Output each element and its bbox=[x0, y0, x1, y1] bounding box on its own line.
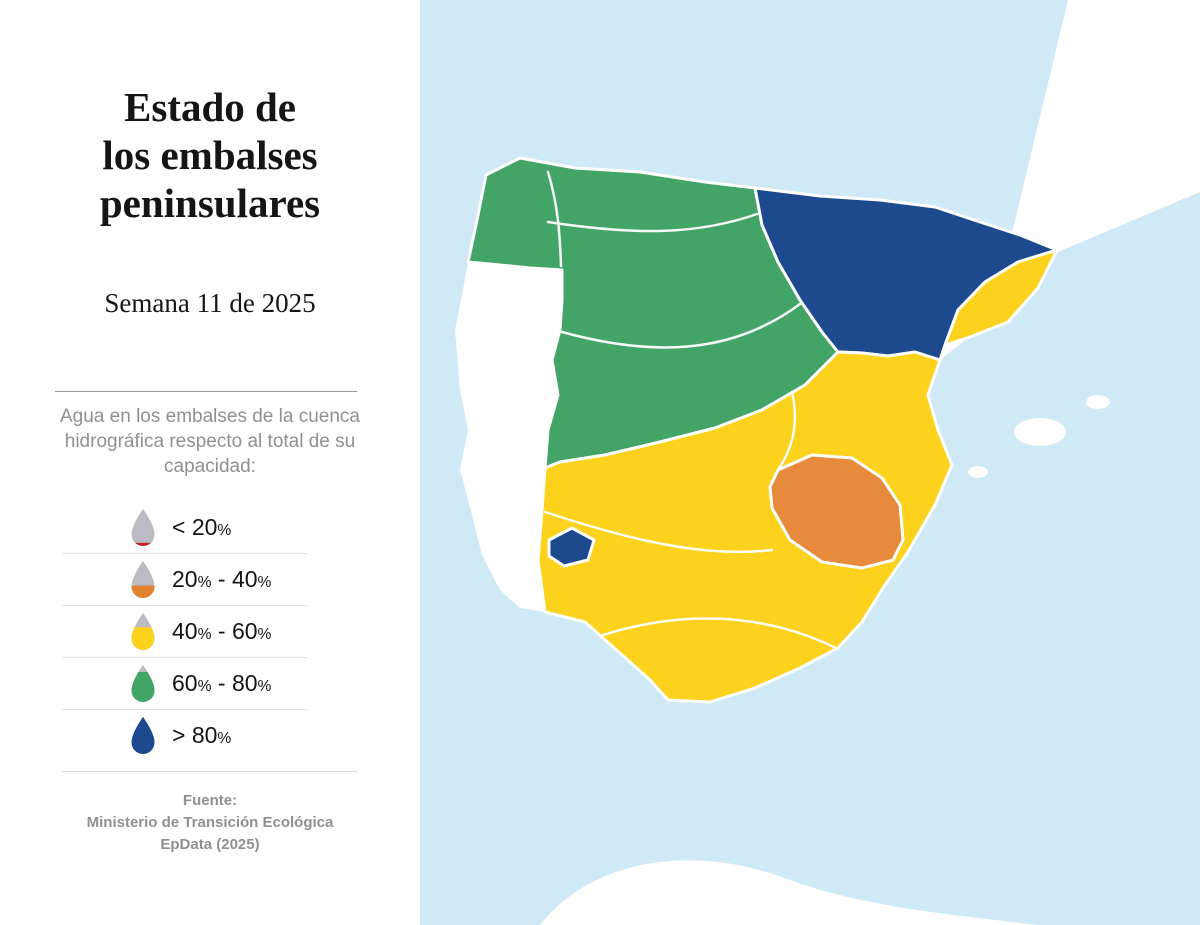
source-line: Ministerio de Transición Ecológica bbox=[86, 813, 334, 831]
spain-reservoir-map bbox=[420, 0, 1200, 925]
legend-item: 60% - 80% bbox=[62, 657, 308, 709]
source-credit: Fuente: Ministerio de Transición Ecológi… bbox=[20, 790, 400, 855]
water-drop-icon bbox=[131, 716, 155, 754]
legend-label: < 20% bbox=[172, 514, 232, 540]
legend-item: > 80% bbox=[62, 709, 308, 761]
source-line: EpData (2025) bbox=[160, 835, 260, 853]
north-africa-landmass bbox=[540, 860, 1040, 925]
basin-region-southwest-blue bbox=[547, 526, 596, 568]
balearic-island bbox=[1086, 395, 1110, 409]
water-drop-icon bbox=[131, 560, 155, 598]
water-drop-icon bbox=[131, 508, 155, 546]
title-line: Estado de bbox=[123, 84, 296, 130]
basin-region-segura-orange bbox=[768, 453, 905, 570]
water-drop-icon bbox=[131, 664, 155, 702]
page-title: Estado de los embalses peninsulares bbox=[0, 84, 420, 228]
divider bbox=[62, 771, 357, 772]
legend-item: < 20% bbox=[62, 502, 308, 553]
title-line: peninsulares bbox=[99, 179, 321, 226]
divider bbox=[55, 391, 357, 392]
water-drop-icon bbox=[131, 612, 155, 650]
legend-description: Agua en los embalses de la cuenca hidrog… bbox=[60, 406, 360, 478]
basin-region-south-yellow bbox=[536, 350, 954, 704]
source-label: Fuente: bbox=[182, 792, 238, 809]
basin-region-catalonia-yellow bbox=[943, 248, 1059, 347]
basin-border-line bbox=[598, 617, 838, 650]
legend-list: < 20% 20% - 40% 40% - 60% 60% - 80% > 80% bbox=[62, 502, 308, 761]
legend-label: 40% - 60% bbox=[172, 618, 272, 644]
basin-border-line bbox=[543, 510, 774, 554]
basin-border-line bbox=[546, 170, 563, 268]
title-line: los embalses bbox=[102, 131, 318, 178]
legend-label: 20% - 40% bbox=[172, 566, 272, 592]
legend-item: 20% - 40% bbox=[62, 553, 308, 605]
balearic-island bbox=[968, 466, 988, 478]
legend-item: 40% - 60% bbox=[62, 605, 308, 657]
basin-border-line bbox=[560, 302, 802, 349]
balearic-island bbox=[1014, 418, 1066, 446]
basin-border-line bbox=[776, 390, 797, 472]
info-panel: Estado de los embalses peninsulares Sema… bbox=[0, 0, 420, 925]
basin-border-line bbox=[546, 212, 759, 233]
legend-label: 60% - 80% bbox=[172, 670, 272, 696]
week-subtitle: Semana 11 de 2025 bbox=[104, 288, 316, 318]
france-landmass bbox=[1012, 0, 1200, 252]
legend-label: > 80% bbox=[172, 722, 232, 748]
